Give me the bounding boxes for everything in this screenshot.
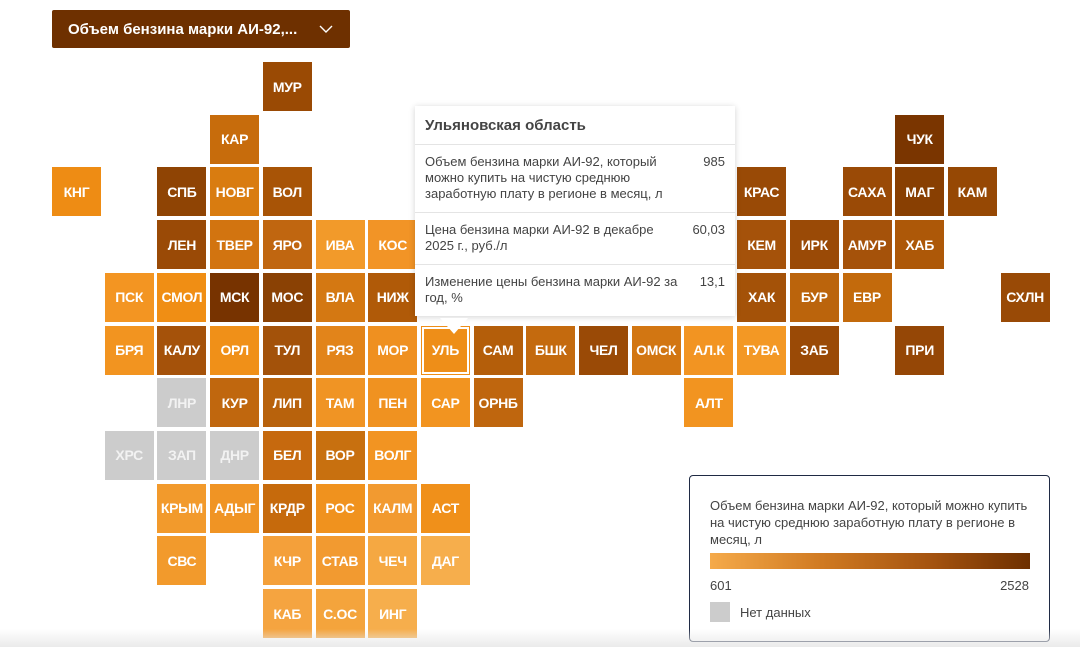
region-tile[interactable]: КРДР [262, 483, 312, 533]
region-tile[interactable]: ХАБ [895, 220, 945, 270]
region-tile[interactable]: АЛТ [684, 378, 734, 428]
region-tile[interactable]: МАГ [895, 167, 945, 217]
region-tile[interactable]: ДАГ [420, 536, 470, 586]
tooltip-row-label: Изменение цены бензина марки АИ-92 за го… [425, 274, 678, 305]
region-tile[interactable]: КУР [210, 378, 260, 428]
region-tile[interactable]: ВОЛГ [368, 430, 418, 480]
region-tile[interactable]: КАР [210, 114, 260, 164]
region-tile[interactable]: АДЫГ [210, 483, 260, 533]
region-tile[interactable]: ВОР [315, 430, 365, 480]
region-tile[interactable]: КРАС [737, 167, 787, 217]
region-tile[interactable]: ЧЕЧ [368, 536, 418, 586]
tooltip-pointer [440, 318, 468, 334]
legend-min: 601 [710, 578, 732, 593]
legend-no-data-swatch [710, 602, 730, 622]
region-tile[interactable]: ТУВА [737, 325, 787, 375]
region-tile[interactable]: ВОЛ [262, 167, 312, 217]
region-tile[interactable]: ЗАБ [789, 325, 839, 375]
tooltip-row-value: 13,1 [699, 274, 725, 289]
region-tile[interactable]: ЯРО [262, 220, 312, 270]
region-tile[interactable]: ТУЛ [262, 325, 312, 375]
region-tile[interactable]: АСТ [420, 483, 470, 533]
region-tile[interactable]: МУР [262, 62, 312, 111]
region-tile[interactable]: НОВГ [210, 167, 260, 217]
region-tooltip: Ульяновская область Объем бензина марки … [415, 106, 735, 316]
region-tile[interactable]: НИЖ [368, 272, 418, 322]
indicator-dropdown[interactable]: Объем бензина марки АИ-92,... [52, 10, 350, 48]
region-tile[interactable]: ПРИ [895, 325, 945, 375]
tooltip-row-label: Цена бензина марки АИ-92 в декабре 2025 … [425, 222, 654, 253]
region-tile[interactable]: С.ОС [315, 589, 365, 638]
region-tile[interactable]: ОМСК [631, 325, 681, 375]
region-tile[interactable]: ХАК [737, 272, 787, 322]
region-tile[interactable]: САМ [473, 325, 523, 375]
region-tile[interactable]: КНГ [52, 167, 101, 217]
tooltip-row: Цена бензина марки АИ-92 в декабре 2025 … [415, 213, 735, 265]
region-tile[interactable]: ДНР [210, 430, 260, 480]
region-tile[interactable]: ТВЕР [210, 220, 260, 270]
region-tile[interactable]: ЛИП [262, 378, 312, 428]
region-tile[interactable]: БРЯ [104, 325, 154, 375]
tooltip-row-label: Объем бензина марки АИ-92, который можно… [425, 154, 663, 201]
region-tile[interactable]: КАБ [262, 589, 312, 638]
region-tile[interactable]: ИНГ [368, 589, 418, 638]
region-tile[interactable]: ИРК [789, 220, 839, 270]
region-tile[interactable]: ХРС [104, 430, 154, 480]
region-tile[interactable]: КОС [368, 220, 418, 270]
region-tile[interactable]: ОРЛ [210, 325, 260, 375]
region-tile[interactable]: ЛНР [157, 378, 207, 428]
region-tile[interactable]: ТАМ [315, 378, 365, 428]
region-tile[interactable]: БШК [526, 325, 576, 375]
region-tile[interactable]: СПБ [157, 167, 207, 217]
color-legend: Объем бензина марки АИ-92, который можно… [689, 475, 1050, 642]
region-tile[interactable]: КРЫМ [157, 483, 207, 533]
region-tile[interactable]: МОР [368, 325, 418, 375]
region-tile[interactable]: ЗАП [157, 430, 207, 480]
tooltip-title: Ульяновская область [415, 106, 735, 145]
chevron-down-icon [319, 25, 333, 33]
tooltip-row: Объем бензина марки АИ-92, который можно… [415, 145, 735, 213]
indicator-dropdown-label: Объем бензина марки АИ-92,... [68, 20, 298, 38]
region-tile[interactable]: ЧУК [895, 114, 945, 164]
region-tile[interactable]: ЕВР [842, 272, 892, 322]
region-tile[interactable]: РОС [315, 483, 365, 533]
region-tile[interactable]: ЧЕЛ [579, 325, 628, 375]
legend-max: 2528 [1000, 578, 1029, 593]
region-tile[interactable]: БУР [789, 272, 839, 322]
region-tile[interactable]: СХЛН [1000, 272, 1050, 322]
region-tile[interactable]: КЧР [262, 536, 312, 586]
region-tile[interactable]: ПЕН [368, 378, 418, 428]
legend-gradient-bar [710, 553, 1030, 569]
region-tile[interactable]: АЛ.К [684, 325, 734, 375]
legend-no-data-label: Нет данных [740, 605, 811, 620]
region-tile[interactable]: СМОЛ [157, 272, 207, 322]
tooltip-row: Изменение цены бензина марки АИ-92 за го… [415, 265, 735, 316]
tooltip-row-value: 60,03 [692, 222, 725, 237]
region-tile[interactable]: ПСК [104, 272, 154, 322]
region-tile[interactable]: КАМ [947, 167, 997, 217]
legend-title: Объем бензина марки АИ-92, который можно… [710, 498, 1028, 547]
region-tile[interactable]: БЕЛ [262, 430, 312, 480]
tooltip-row-value: 985 [703, 154, 725, 169]
region-tile[interactable]: СТАВ [315, 536, 365, 586]
region-tile[interactable]: ОРНБ [473, 378, 523, 428]
region-tile[interactable]: ЛЕН [157, 220, 207, 270]
region-tile[interactable]: КАЛМ [368, 483, 418, 533]
region-tile[interactable]: МСК [210, 272, 260, 322]
region-tile[interactable]: ИВА [315, 220, 365, 270]
region-tile[interactable]: ВЛА [315, 272, 365, 322]
region-tile[interactable]: КАЛУ [157, 325, 207, 375]
region-tile[interactable]: МОС [262, 272, 312, 322]
region-tile[interactable]: САХА [842, 167, 892, 217]
region-tile[interactable]: КЕМ [737, 220, 787, 270]
region-tile[interactable]: СВС [157, 536, 207, 586]
region-tile[interactable]: АМУР [842, 220, 892, 270]
region-tile[interactable]: САР [420, 378, 470, 428]
region-tile[interactable]: РЯЗ [315, 325, 365, 375]
